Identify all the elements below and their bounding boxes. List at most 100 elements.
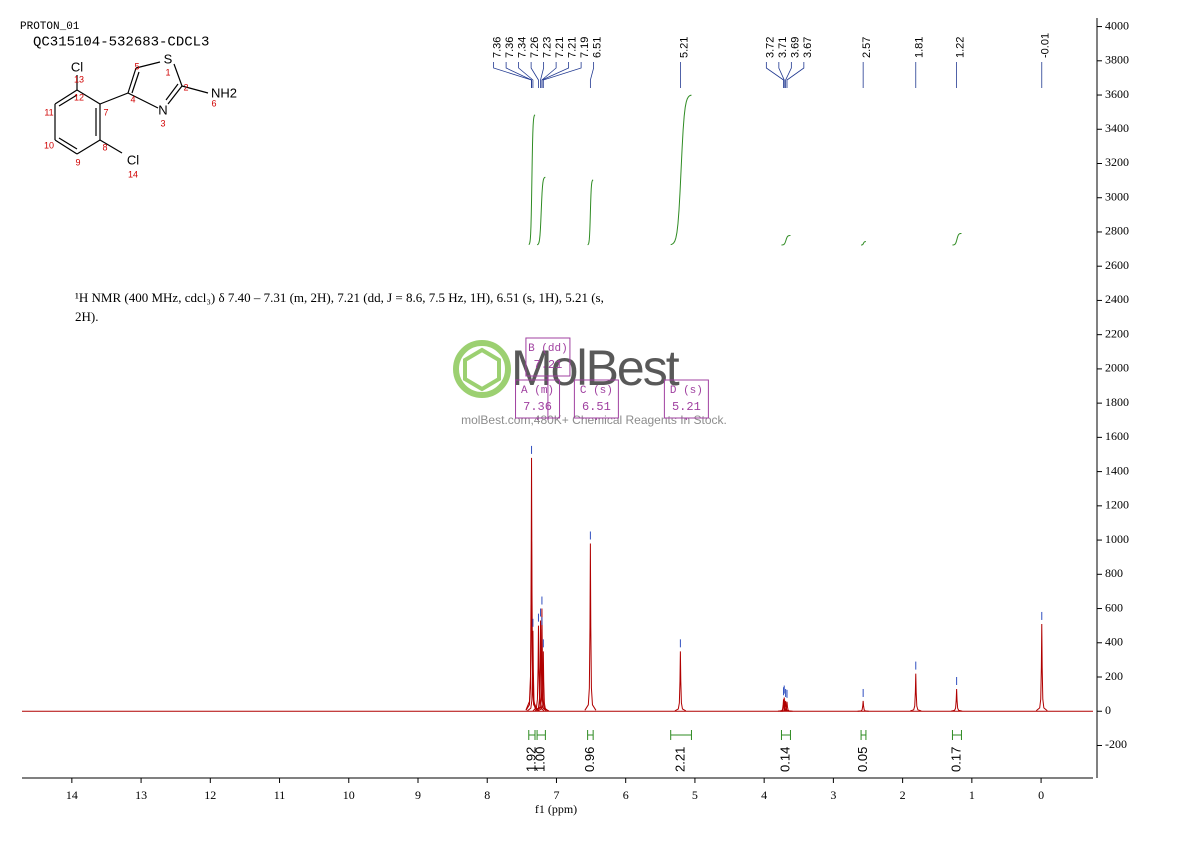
- y-tick-label: 4000: [1105, 18, 1129, 32]
- peak-leader: [493, 62, 532, 88]
- multiplet-label: A (m): [521, 385, 554, 397]
- integral-label: 0.14: [777, 747, 792, 772]
- integral-bracket: [536, 730, 546, 740]
- peak-label: 7.26: [529, 37, 541, 58]
- peak: [527, 630, 539, 712]
- x-axis-label: f1 (ppm): [535, 802, 577, 816]
- multiplet-label: C (s): [580, 385, 613, 397]
- peak-label: -0.01: [1040, 33, 1052, 58]
- integral-label: 1.00: [533, 747, 548, 772]
- peak: [584, 543, 597, 711]
- peak-leader: [589, 62, 595, 88]
- peak-leader: [530, 62, 539, 88]
- peak-label: 3.69: [789, 37, 801, 58]
- atom-number: 14: [128, 169, 138, 179]
- integral-curve: [952, 232, 962, 246]
- integral-label: 1.92: [523, 747, 538, 772]
- x-tick-label: 3: [830, 788, 836, 802]
- peak: [950, 688, 963, 712]
- atom-number: 1: [165, 67, 170, 77]
- x-tick-label: 0: [1038, 788, 1044, 802]
- y-tick-label: 0: [1105, 703, 1111, 717]
- peak-label: 3.72: [764, 37, 776, 58]
- y-tick-label: -200: [1105, 737, 1127, 751]
- atom: S: [164, 51, 173, 66]
- y-tick-label: 2800: [1105, 224, 1129, 238]
- bond: [99, 139, 123, 154]
- y-tick-label: 3400: [1105, 121, 1129, 135]
- integral-curve: [670, 94, 692, 246]
- atom-number: 13: [74, 74, 84, 84]
- y-tick-label: 400: [1105, 635, 1123, 649]
- x-tick-label: 9: [415, 788, 421, 802]
- integral-label: 0.17: [948, 747, 963, 772]
- y-tick-label: 3200: [1105, 155, 1129, 169]
- y-tick-label: 1400: [1105, 463, 1129, 477]
- structure-labels: Cl 13 12 11 10 9 8 Cl 14 7 4 5 S 1 2 NH2…: [44, 51, 237, 179]
- x-tick-label: 13: [135, 788, 147, 802]
- peak-leader: [518, 62, 534, 88]
- peak-label: 1.22: [955, 37, 967, 58]
- y-tick-label: 1000: [1105, 532, 1129, 546]
- x-tick-label: 12: [204, 788, 216, 802]
- x-tick-label: 5: [692, 788, 698, 802]
- x-tick-label: 7: [553, 788, 559, 802]
- peak-leader: [778, 62, 785, 88]
- multiplet-shift: 7.36: [523, 400, 552, 414]
- bond: [54, 89, 78, 105]
- atom-number: 11: [44, 107, 53, 117]
- sample-name: QC315104-532683-CDCL3: [33, 35, 209, 51]
- integral-bracket: [528, 730, 536, 740]
- multiplet-shift: 6.51: [582, 400, 611, 414]
- atom-number: 5: [134, 61, 139, 71]
- atom-number: 4: [130, 94, 135, 104]
- peak-label: 6.51: [592, 37, 604, 58]
- integral-bracket: [780, 730, 791, 740]
- peak-label: 3.67: [802, 37, 814, 58]
- bond: [54, 139, 78, 155]
- integral-label: 2.21: [673, 747, 688, 772]
- integral-label: 0.05: [855, 747, 870, 772]
- x-tick-label: 10: [343, 788, 355, 802]
- structure: [54, 61, 209, 155]
- peak-leader: [542, 62, 582, 88]
- atom-number: 3: [160, 118, 165, 128]
- x-tick-label: 1: [969, 788, 975, 802]
- atom-number: 10: [44, 140, 54, 150]
- experiment-name: PROTON_01: [20, 21, 80, 33]
- x-tick-label: 2: [900, 788, 906, 802]
- x-tick-label: 14: [66, 788, 78, 802]
- y-tick-label: 2200: [1105, 326, 1129, 340]
- atom-number: 6: [211, 98, 216, 108]
- peak-label: 7.34: [517, 37, 529, 58]
- bond: [135, 61, 161, 69]
- peak-leader: [505, 62, 532, 88]
- watermark-logo: [463, 347, 501, 392]
- bond: [127, 67, 137, 94]
- x-tick-label: 6: [623, 788, 629, 802]
- bond: [173, 63, 183, 87]
- peak-label: 7.36: [504, 37, 516, 58]
- atom-number: 9: [75, 157, 80, 167]
- peak: [525, 457, 538, 711]
- integral-bracket: [951, 730, 962, 740]
- watermark: MolBest molBest.com,480K+ Chemical Reage…: [453, 340, 727, 427]
- bond: [131, 71, 140, 94]
- atom-number: 7: [103, 107, 108, 117]
- peak-label: 1.81: [914, 37, 926, 58]
- y-tick-label: 2000: [1105, 361, 1129, 375]
- bond: [76, 139, 101, 155]
- peak-leader: [786, 62, 805, 88]
- watermark-subtitle: molBest.com,480K+ Chemical Reagents In S…: [461, 413, 727, 427]
- peak-leader: [540, 62, 545, 88]
- atom-number: 8: [102, 142, 107, 152]
- multiplet-shift: 7.21: [534, 358, 563, 372]
- peak-leader: [785, 62, 792, 88]
- peak: [910, 673, 922, 712]
- x-tick-label: 8: [484, 788, 490, 802]
- integral-bracket: [587, 730, 594, 740]
- watermark-logo: [453, 340, 511, 398]
- peak-label: 7.19: [579, 37, 591, 58]
- peak-label: 3.71: [777, 37, 789, 58]
